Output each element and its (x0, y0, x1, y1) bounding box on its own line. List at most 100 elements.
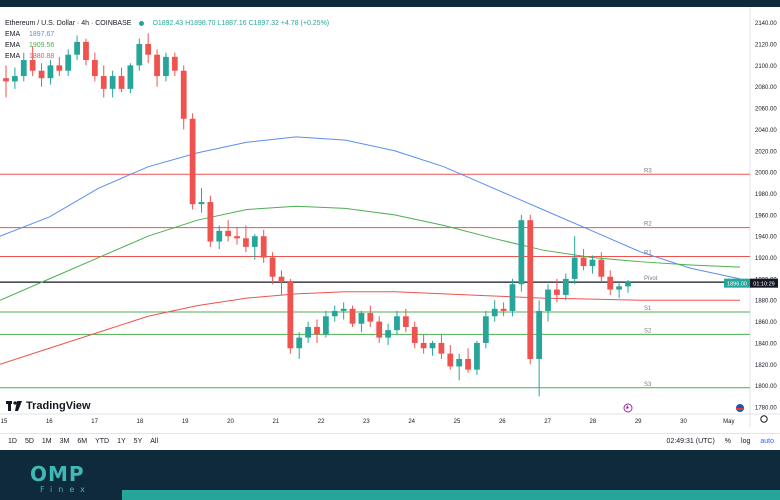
countdown-badge (750, 278, 778, 288)
ema-row-2[interactable]: EMA 1909.56 (5, 40, 329, 51)
ema-value-2: 1909.56 (29, 42, 55, 49)
log-toggle[interactable]: log (741, 438, 751, 445)
candle-body (216, 230, 223, 242)
x-tick-label: 24 (408, 419, 415, 425)
pivot-level-label: S2 (644, 328, 652, 334)
ema-row-1[interactable]: EMA 1897.67 (5, 29, 329, 40)
candle-body (251, 236, 258, 247)
percent-toggle[interactable]: % (724, 438, 732, 445)
candle-body (394, 316, 400, 331)
range-3m[interactable]: 3M (59, 438, 70, 445)
x-tick-label: May (723, 419, 734, 425)
candle-body (554, 289, 560, 295)
candle-body (234, 236, 240, 239)
candle-body (65, 54, 72, 71)
ema-row-3[interactable]: EMA 1880.88 (5, 51, 329, 62)
x-tick-label: 30 (680, 419, 687, 425)
range-all[interactable]: All (150, 438, 159, 445)
pivot-level-label: R1 (644, 250, 652, 256)
y-tick-label: 2140.00 (755, 21, 777, 27)
candle-body (269, 257, 276, 277)
tradingview-logo-icon (6, 401, 22, 411)
y-tick-label: 1860.00 (755, 320, 777, 326)
symbol-row: Ethereum / U.S. Dollar · 4h · COINBASE O… (5, 18, 329, 29)
market-open-dot-icon (139, 21, 145, 26)
candle-body (349, 308, 356, 324)
chart-area[interactable]: 1780.00 1800.00 1820.00 1840.00 1860.00 1880.… (0, 7, 780, 450)
x-tick-label: 22 (318, 419, 325, 425)
candle-body (11, 76, 18, 82)
candle-body (296, 337, 303, 349)
y-tick-label: 1940.00 (755, 235, 777, 241)
ema-red-line (0, 291, 740, 365)
x-tick-label: 18 (137, 419, 144, 425)
candle-body (91, 60, 98, 77)
price-chart[interactable]: 1780.00 1800.00 1820.00 1840.00 1860.00 1880.… (0, 7, 780, 433)
candle-body (56, 65, 63, 71)
candle-body (438, 342, 445, 354)
candle-body (545, 289, 551, 311)
range-6m[interactable]: 6M (77, 438, 88, 445)
brand-logo: OMP (30, 462, 85, 486)
y-tick-label: 2120.00 (755, 43, 777, 49)
y-tick-label: 2020.00 (755, 149, 777, 155)
y-tick-label: 2060.00 (755, 107, 777, 113)
candle-body (47, 65, 54, 79)
pivot-level-label: Pivot (644, 276, 658, 282)
candle-body (29, 60, 36, 71)
ohlc-values: O1892.43 H1898.70 L1887.16 C1897.32 +4.7… (152, 20, 330, 27)
candle-body (207, 202, 214, 242)
candle-body (180, 70, 187, 119)
x-tick-label: 17 (91, 419, 98, 425)
x-tick-label: 16 (46, 419, 53, 425)
brand-subtitle: Finex (40, 485, 91, 494)
auto-toggle[interactable]: auto (760, 438, 774, 445)
candle-body (287, 281, 294, 349)
candle-body (474, 342, 480, 370)
candle-body (598, 259, 605, 277)
ema-blue-line (0, 136, 741, 280)
candle-body (127, 65, 134, 89)
candle-body (171, 56, 178, 71)
candle-body (118, 76, 125, 89)
x-tick-label: 15 (1, 419, 8, 425)
ema-green-line (0, 205, 741, 301)
candle-body (20, 60, 27, 77)
candle-body (482, 316, 489, 343)
ema-label: EMA (5, 31, 21, 38)
y-tick-label: 2080.00 (755, 85, 777, 91)
y-tick-label: 1960.00 (755, 213, 777, 219)
candle-body (109, 76, 116, 89)
candle-body (429, 342, 436, 349)
candle-body (411, 326, 418, 343)
range-1m[interactable]: 1M (41, 438, 52, 445)
candle-body (340, 308, 347, 311)
pivot-level-label: R3 (644, 168, 652, 174)
range-ytd[interactable]: YTD (95, 438, 110, 445)
range-5y[interactable]: 5Y (133, 438, 143, 445)
candle-body (278, 276, 285, 282)
candle-body (225, 230, 232, 237)
candle-body (456, 358, 463, 367)
range-5d[interactable]: 5D (24, 438, 34, 445)
ema-label: EMA (5, 42, 21, 49)
countdown-label: 01:10:29 (753, 281, 774, 287)
candle-body (163, 56, 169, 77)
candle-body (376, 321, 383, 338)
symbol-title[interactable]: Ethereum / U.S. Dollar · 4h · COINBASE (5, 20, 132, 27)
chart-legend: Ethereum / U.S. Dollar · 4h · COINBASE O… (5, 18, 329, 62)
y-tick-label: 2000.00 (755, 171, 777, 177)
candle-body (3, 78, 9, 82)
ema-label: EMA (5, 53, 21, 60)
tradingview-logo[interactable]: TradingView (6, 400, 91, 412)
range-1d[interactable]: 1D (8, 438, 17, 445)
x-tick-label: 20 (227, 419, 234, 425)
candle-body (509, 284, 516, 311)
candle-body (527, 220, 534, 359)
candle-body (616, 286, 623, 290)
event-marker-bolt-icon (626, 405, 629, 409)
y-tick-label: 2040.00 (755, 128, 777, 134)
x-tick-label: 28 (590, 419, 597, 425)
range-1y[interactable]: 1Y (117, 438, 126, 445)
utc-clock[interactable]: 02:49:31 (UTC) (666, 438, 715, 445)
